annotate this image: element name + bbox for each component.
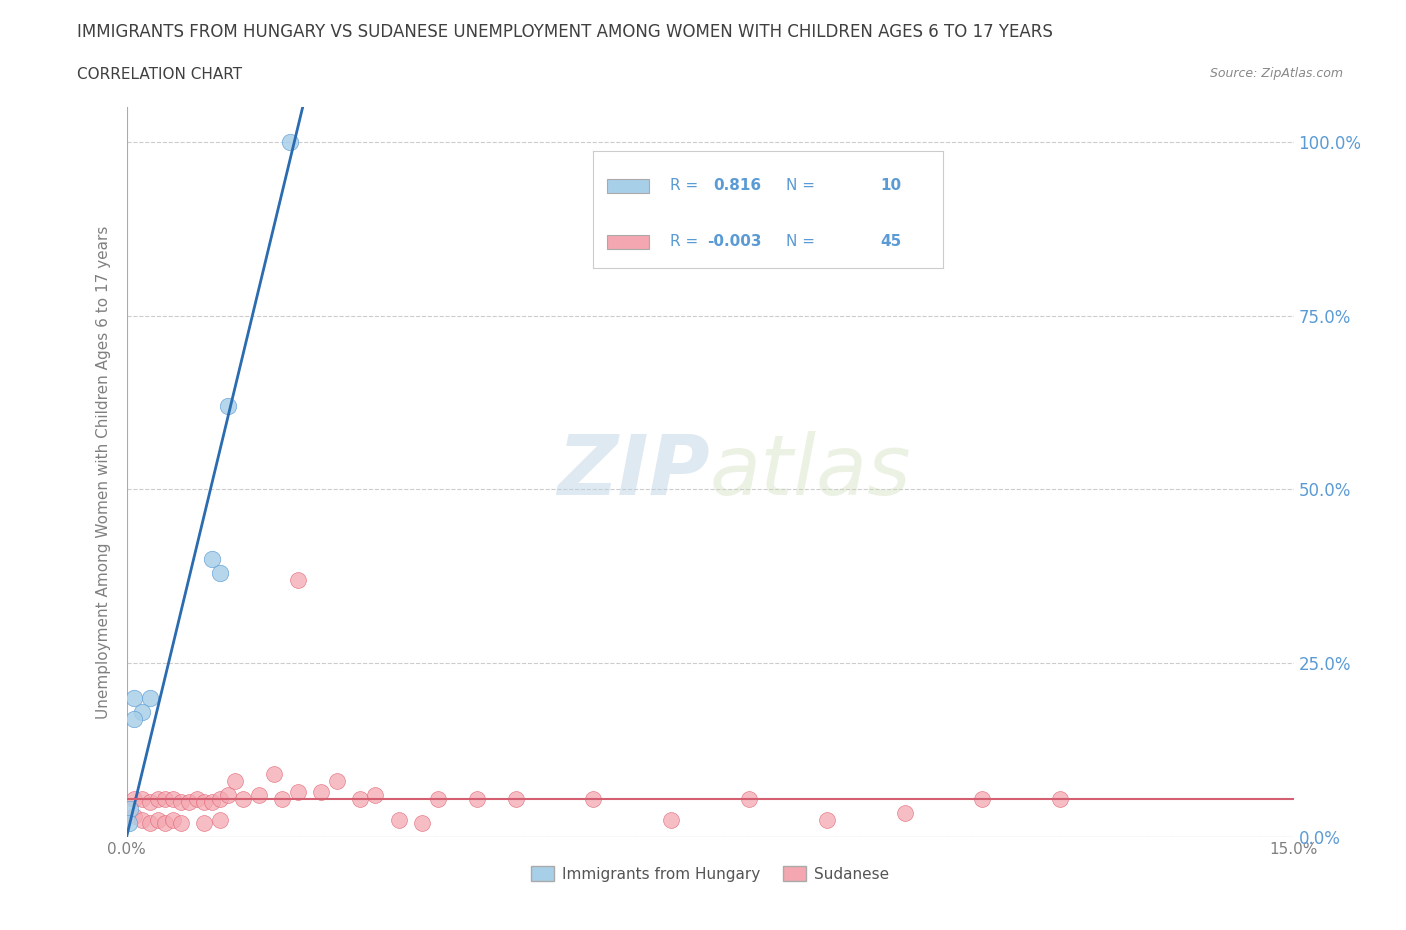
Point xyxy=(201,551,224,566)
Point xyxy=(124,690,146,705)
Point xyxy=(263,767,285,782)
Point xyxy=(208,565,231,580)
Point xyxy=(224,774,246,789)
Point xyxy=(815,812,838,827)
Point xyxy=(131,704,153,719)
Point xyxy=(893,805,915,820)
Point xyxy=(155,816,177,830)
Text: Source: ZipAtlas.com: Source: ZipAtlas.com xyxy=(1209,67,1343,80)
Point xyxy=(388,812,411,827)
Point xyxy=(170,816,193,830)
Point xyxy=(208,812,231,827)
Point xyxy=(124,809,146,824)
Point xyxy=(738,791,761,806)
Point xyxy=(287,572,309,587)
Point xyxy=(201,795,224,810)
Point xyxy=(217,788,239,803)
Point xyxy=(120,802,142,817)
Text: CORRELATION CHART: CORRELATION CHART xyxy=(77,67,242,82)
Text: IMMIGRANTS FROM HUNGARY VS SUDANESE UNEMPLOYMENT AMONG WOMEN WITH CHILDREN AGES : IMMIGRANTS FROM HUNGARY VS SUDANESE UNEM… xyxy=(77,23,1053,41)
Point xyxy=(232,791,254,806)
Point xyxy=(124,711,146,726)
Point xyxy=(411,816,433,830)
Point xyxy=(124,791,146,806)
Point xyxy=(139,795,162,810)
Point xyxy=(659,812,682,827)
Point xyxy=(146,812,169,827)
Point xyxy=(217,398,239,413)
Point xyxy=(465,791,488,806)
Point xyxy=(139,690,162,705)
Point xyxy=(287,784,309,799)
Text: atlas: atlas xyxy=(710,432,911,512)
Point xyxy=(146,791,169,806)
Point xyxy=(349,791,371,806)
Point xyxy=(1049,791,1071,806)
Point xyxy=(972,791,994,806)
Point xyxy=(131,791,153,806)
Point xyxy=(505,791,527,806)
Point xyxy=(247,788,270,803)
Point xyxy=(278,134,301,149)
Point xyxy=(271,791,294,806)
Point xyxy=(186,791,208,806)
Point xyxy=(162,791,184,806)
Point xyxy=(325,774,347,789)
Point xyxy=(193,816,215,830)
Point xyxy=(131,812,153,827)
Y-axis label: Unemployment Among Women with Children Ages 6 to 17 years: Unemployment Among Women with Children A… xyxy=(96,225,111,719)
Point xyxy=(208,791,231,806)
Point xyxy=(426,791,449,806)
Point xyxy=(582,791,605,806)
Point xyxy=(177,795,200,810)
Point xyxy=(309,784,332,799)
Text: ZIP: ZIP xyxy=(557,432,710,512)
Legend: Immigrants from Hungary, Sudanese: Immigrants from Hungary, Sudanese xyxy=(526,859,894,888)
Point xyxy=(118,816,141,830)
Point xyxy=(193,795,215,810)
Point xyxy=(364,788,387,803)
Point xyxy=(155,791,177,806)
Point xyxy=(139,816,162,830)
Point xyxy=(170,795,193,810)
Point xyxy=(162,812,184,827)
